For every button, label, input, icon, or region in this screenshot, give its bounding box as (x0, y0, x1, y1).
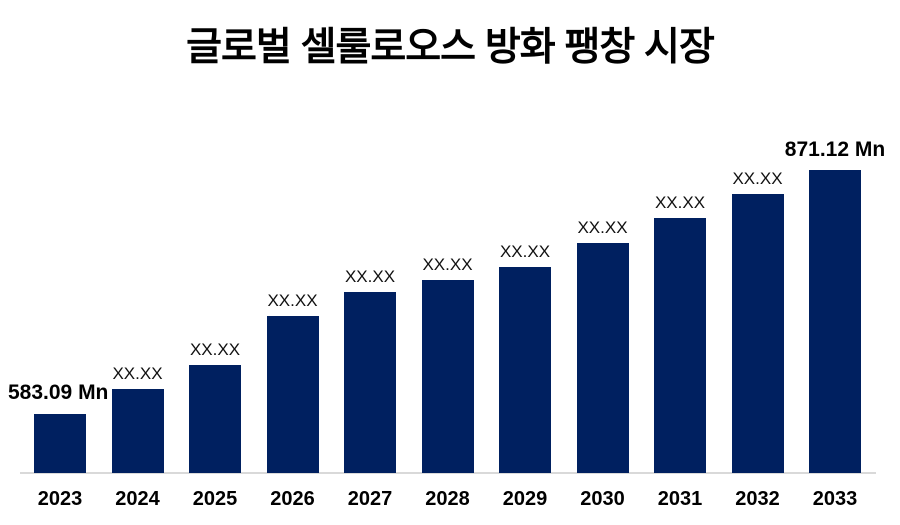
bar-2029 (499, 267, 551, 473)
bar-value-label-2028: XX.XX (422, 255, 473, 274)
x-axis-tick-2023: 2023 (37, 488, 83, 510)
x-axis-tick-2031: 2031 (657, 488, 703, 510)
bar-2023 (34, 414, 86, 473)
bar-value-label-2024: XX.XX (112, 364, 163, 383)
bar-value-label-2032: XX.XX (732, 169, 783, 188)
x-axis-tick-2025: 2025 (192, 488, 238, 510)
bar-2027 (344, 292, 396, 473)
x-axis-tick-2029: 2029 (502, 488, 548, 510)
x-axis-tick-2033: 2033 (812, 488, 858, 510)
bar-value-label-2030: XX.XX (577, 218, 628, 237)
x-axis-tick-2024: 2024 (115, 488, 160, 510)
bar-value-label-2026: XX.XX (267, 291, 318, 310)
x-axis-line (20, 472, 876, 474)
x-axis-tick-2030: 2030 (580, 488, 625, 510)
chart-title: 글로벌 셀룰로오스 방화 팽창 시장 (186, 26, 715, 69)
bar-2033 (809, 170, 861, 473)
bar-2030 (576, 243, 629, 473)
bar-value-label-2027: XX.XX (344, 267, 396, 286)
bar-2031 (654, 218, 706, 473)
bar-value-label-2031: XX.XX (654, 193, 706, 212)
bar-value-label-2025: XX.XX (189, 340, 241, 359)
bar-2032 (731, 194, 784, 473)
bar-value-label-2033: 871.12 Mn (784, 138, 886, 161)
bar-2026 (266, 316, 319, 473)
bar-2028 (421, 280, 474, 473)
x-axis-tick-2027: 2027 (347, 488, 393, 510)
bar-2024 (111, 389, 164, 473)
x-axis-tick-2026: 2026 (270, 488, 315, 510)
x-axis-tick-2032: 2032 (735, 488, 780, 510)
bar-2025 (189, 365, 241, 473)
x-axis-tick-2028: 2028 (425, 488, 470, 510)
bar-value-label-2023: 583.09 Mn (8, 381, 109, 404)
bar-value-label-2029: XX.XX (499, 242, 551, 261)
